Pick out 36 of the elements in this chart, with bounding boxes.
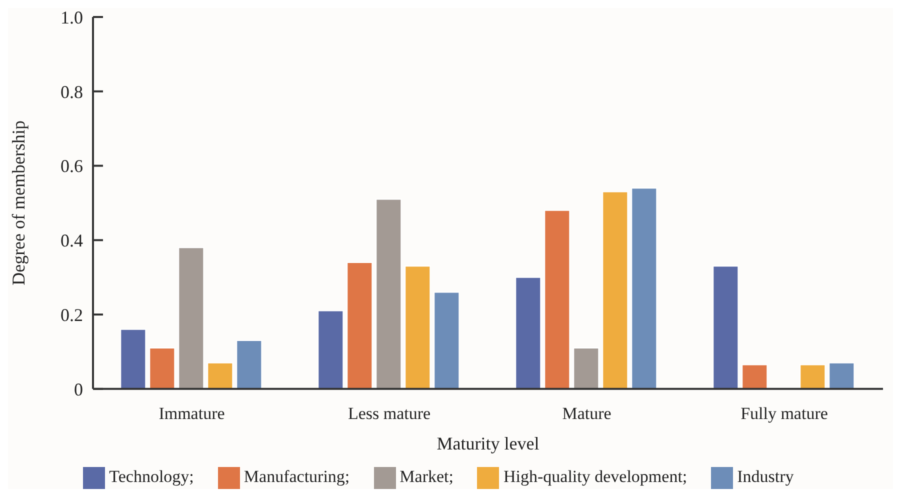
bar bbox=[828, 362, 855, 389]
y-tick-label: 0.8 bbox=[60, 82, 83, 102]
bar bbox=[800, 364, 826, 389]
bar bbox=[573, 347, 600, 389]
bar bbox=[515, 276, 542, 389]
bar bbox=[178, 247, 204, 389]
bar bbox=[742, 364, 768, 389]
bar bbox=[602, 191, 628, 389]
x-tick-label: Less mature bbox=[348, 404, 431, 423]
x-tick-label: Immature bbox=[158, 404, 225, 423]
legend-label: Market; bbox=[400, 466, 454, 486]
y-tick-label: 0.4 bbox=[60, 230, 83, 251]
bar bbox=[434, 292, 460, 389]
bar bbox=[376, 198, 402, 389]
legend-label: Technology; bbox=[109, 466, 194, 486]
y-tick-label: 0 bbox=[74, 379, 83, 400]
bar bbox=[346, 262, 373, 389]
bar bbox=[236, 340, 262, 389]
y-axis-title: Degree of membership bbox=[8, 120, 28, 286]
bar bbox=[404, 266, 431, 389]
bar bbox=[120, 328, 146, 389]
legend-label: Manufacturing; bbox=[244, 466, 350, 486]
bar bbox=[544, 210, 570, 389]
y-tick-label: 1.0 bbox=[60, 7, 83, 28]
bar bbox=[318, 310, 344, 389]
y-tick-label: 0.2 bbox=[60, 304, 83, 325]
legend-label: High-quality development; bbox=[503, 466, 688, 486]
y-tick-label: 0.6 bbox=[60, 156, 83, 176]
bar bbox=[149, 347, 176, 389]
legend-label: Industry bbox=[737, 466, 794, 486]
bar bbox=[712, 266, 739, 389]
x-tick-label: Mature bbox=[562, 404, 612, 423]
bar bbox=[207, 362, 234, 389]
bar bbox=[631, 188, 658, 389]
x-axis-title: Maturity level bbox=[436, 434, 540, 454]
x-tick-label: Fully mature bbox=[740, 404, 828, 423]
